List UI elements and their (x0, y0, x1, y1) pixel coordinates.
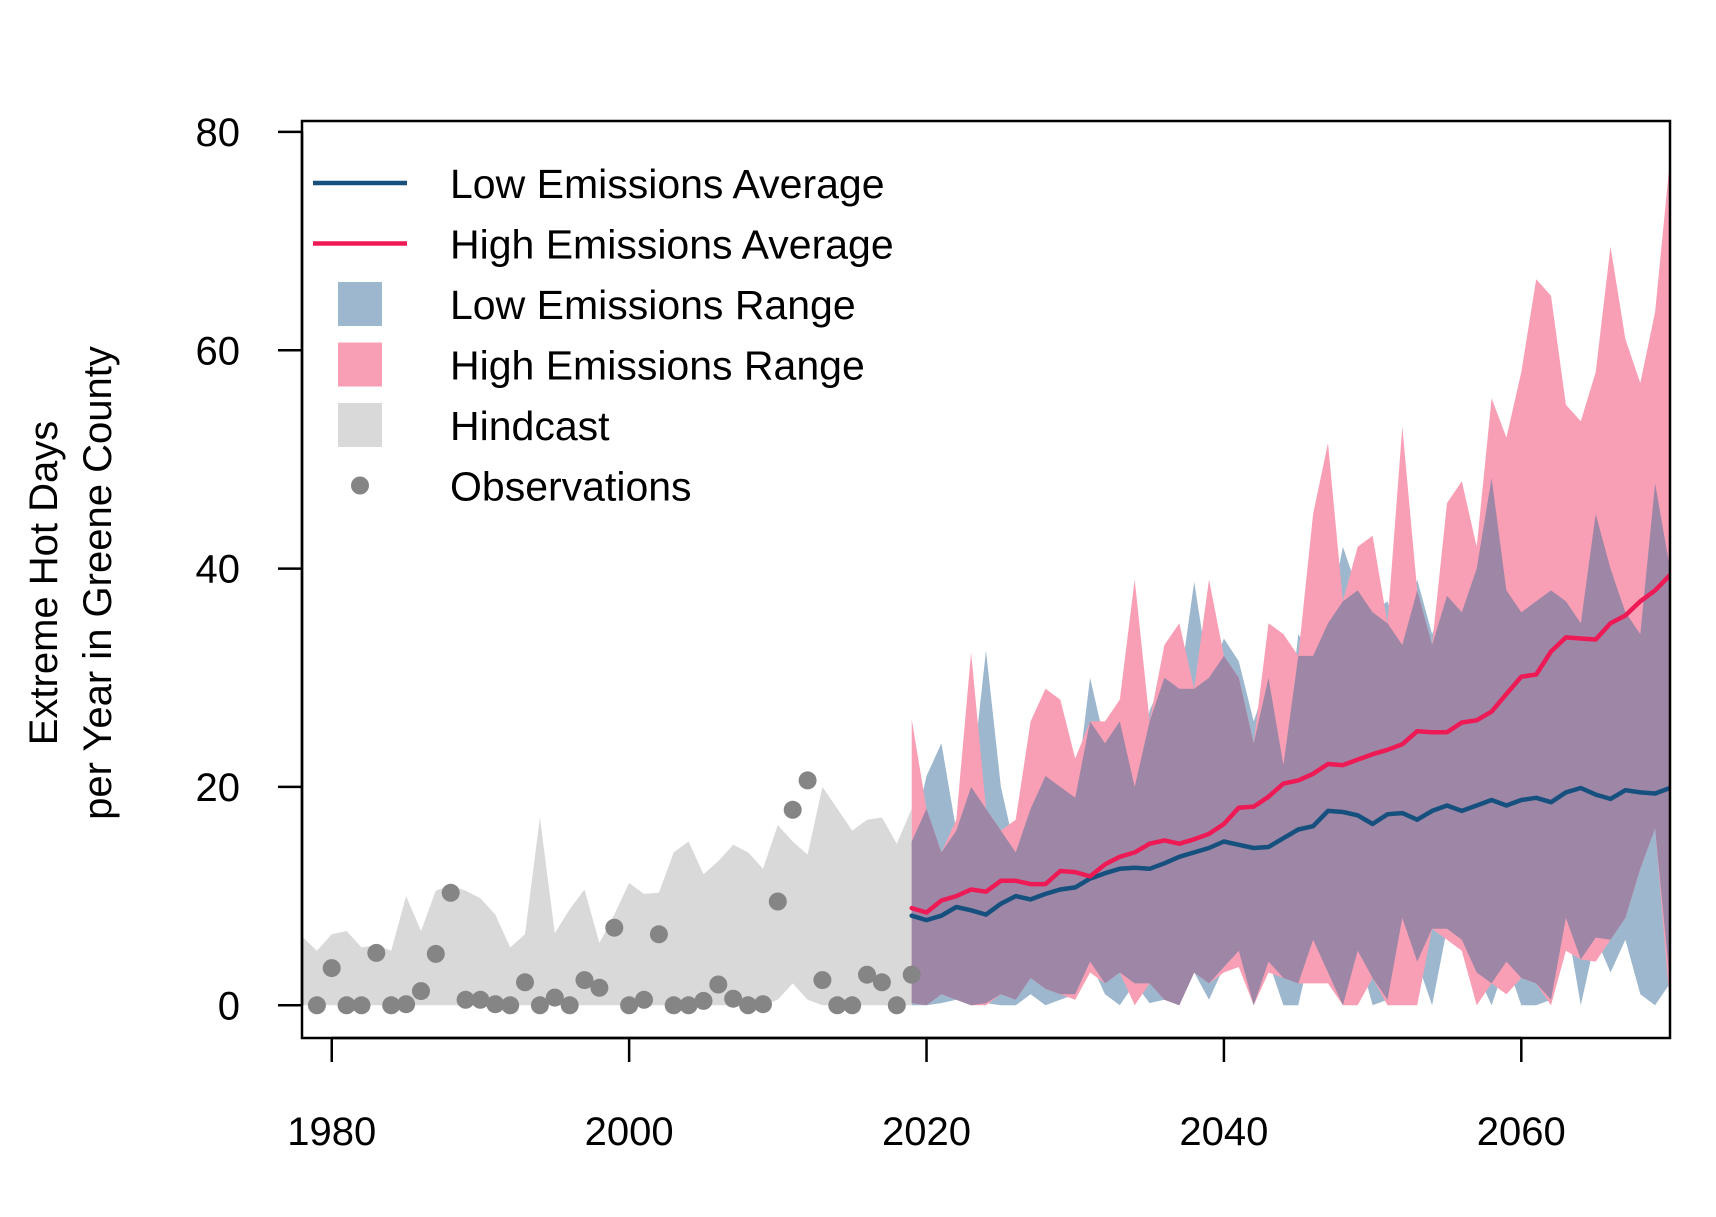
observation-point (560, 996, 579, 1015)
observation-point (620, 996, 639, 1015)
observation-point (887, 996, 906, 1015)
legend-item: High Emissions Average (313, 222, 894, 268)
y-tick-label: 40 (196, 548, 241, 592)
high-emissions-average-line (909, 572, 1670, 915)
observation-point (872, 973, 891, 992)
legend-label: Observations (450, 464, 692, 510)
observation-point (694, 991, 713, 1010)
hindcast-layer (302, 786, 912, 1006)
observation-point (456, 990, 475, 1009)
plot-area (302, 159, 1670, 1015)
observation-point (635, 990, 653, 1009)
observation-point (754, 995, 772, 1014)
legend-label: Low Emissions Average (450, 161, 885, 207)
x-tick-label: 2000 (585, 1110, 674, 1154)
observation-point (590, 978, 609, 997)
observation-point (664, 996, 683, 1015)
observations-layer (307, 771, 921, 1015)
observation-point (828, 996, 847, 1015)
observation-point (412, 982, 430, 1001)
x-tick-label: 1980 (287, 1110, 376, 1154)
y-tick-label: 60 (196, 329, 241, 373)
legend-label: High Emissions Range (450, 343, 865, 389)
legend-point-swatch (351, 476, 369, 495)
observation-point (768, 892, 787, 911)
observation-point (426, 944, 445, 963)
observation-point (337, 996, 356, 1015)
legend-area-swatch (338, 403, 382, 447)
observation-point (798, 771, 817, 790)
legend-label: Hindcast (450, 403, 610, 449)
legend-label: High Emissions Average (450, 222, 894, 268)
observation-point (516, 973, 534, 992)
observation-point (471, 990, 490, 1009)
observation-point (709, 975, 728, 994)
observation-point (858, 965, 876, 984)
x-tick-label: 2020 (882, 1110, 971, 1154)
legend-item: Low Emissions Average (313, 161, 885, 207)
y-axis-label-line-2: per Year in Greene County (76, 346, 120, 820)
legend-item: Low Emissions Range (338, 282, 856, 328)
observation-point (902, 965, 921, 984)
ranges-layer (911, 159, 1670, 1006)
legend-area-swatch (338, 342, 382, 387)
observation-point (545, 988, 564, 1007)
observation-point (575, 971, 594, 990)
x-tick-label: 2040 (1179, 1110, 1268, 1154)
y-tick-label: 20 (196, 766, 241, 810)
observation-point (352, 996, 371, 1015)
legend: Low Emissions Average High Emissions Aver… (313, 161, 894, 510)
observation-point (441, 883, 460, 902)
legend-item: High Emissions Range (338, 342, 865, 389)
y-axis: 0 20 40 60 80 (196, 111, 304, 1028)
y-axis-label-line-1: Extreme Hot Days (22, 421, 66, 746)
legend-item: Hindcast (338, 403, 610, 449)
low-emissions-average-line (909, 785, 1670, 923)
legend-area-swatch (338, 282, 382, 326)
observation-point (605, 918, 624, 937)
observation-point (679, 996, 698, 1015)
observation-point (530, 996, 549, 1015)
observation-point (382, 996, 401, 1015)
y-tick-label: 0 (218, 984, 240, 1028)
observation-point (843, 996, 862, 1015)
observation-point (397, 995, 416, 1014)
y-tick-label: 80 (196, 111, 241, 155)
observation-point (739, 996, 758, 1015)
observation-point (367, 943, 386, 962)
observation-point (813, 971, 832, 990)
lines-layer (909, 572, 1670, 923)
legend-item: Observations (351, 464, 692, 510)
y-axis-label: Extreme Hot Days per Year in Greene Coun… (22, 346, 120, 820)
observation-point (501, 996, 520, 1015)
x-axis: 1980 2000 2020 2040 2060 (287, 1036, 1566, 1154)
observation-point (322, 959, 341, 978)
observation-point (649, 925, 668, 944)
legend-label: Low Emissions Range (450, 282, 856, 328)
observation-point (724, 989, 743, 1008)
observation-point (307, 996, 326, 1015)
observation-point (486, 995, 505, 1014)
observation-point (783, 800, 802, 819)
x-tick-label: 2060 (1477, 1110, 1566, 1154)
hindcast-band (302, 786, 912, 1006)
